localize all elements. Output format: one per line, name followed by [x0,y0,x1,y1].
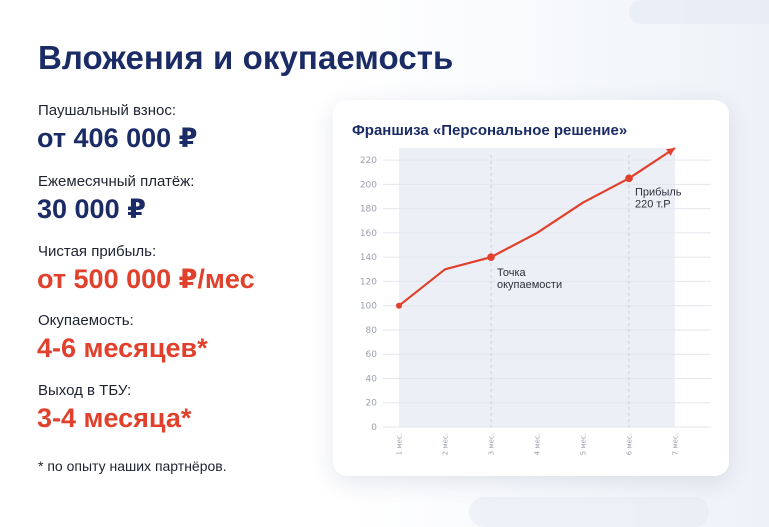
y-tick-label: 100 [360,302,377,312]
data-point-annotated [487,253,495,261]
decor-shape-top [629,0,769,24]
chart-title: Франшиза «Персональное решение» [352,122,628,139]
chart-card: Франшиза «Персональное решение» 0 20 40 60 8… [333,100,729,476]
x-tick-label: 7 мес. [672,433,680,455]
stat-label-net-profit: Чистая прибыль: [38,243,157,260]
stat-value-monthly-fee: 30 000 ₽ [37,194,146,224]
line-chart: 0 20 40 60 80 100 120 140 160 180 200 220 1 мес. 2 ме… [360,147,711,455]
y-tick-label: 140 [360,253,377,263]
data-point-annotated [625,174,633,183]
stat-label-lump-sum: Паушальный взнос: [38,102,176,119]
stat-value-net-profit: от 500 000 ₽/мес [37,264,255,294]
y-tick-label: 60 [366,350,378,360]
y-tick-label: 160 [360,229,377,239]
stat-label-break-even: Выход в ТБУ: [38,382,132,399]
annotation-label: Прибыль [635,186,682,198]
data-point-start [396,302,402,309]
x-tick-label: 1 мес. [396,433,404,455]
y-tick-label: 120 [360,277,377,287]
x-tick-label: 6 мес. [626,433,634,455]
page-title: Вложения и окупаемость [38,39,454,76]
annotation-label: окупаемости [497,279,562,291]
x-tick-label: 4 мес. [534,433,542,455]
footnote: * по опыту наших партнёров. [38,458,227,474]
x-tick-label: 5 мес. [580,433,588,455]
stat-label-monthly-fee: Ежемесячный платёж: [38,173,195,190]
y-tick-label: 200 [360,180,377,190]
annotation-label: Точка [497,267,527,279]
y-tick-label: 80 [366,326,378,336]
y-tick-label: 180 [360,205,377,215]
y-tick-label: 220 [360,156,377,166]
y-tick-label: 0 [371,423,377,433]
y-tick-label: 40 [366,374,378,384]
x-tick-label: 2 мес. [442,433,450,455]
annotation-label: 220 т.Р [635,198,671,210]
stat-value-lump-sum: от 406 000 ₽ [37,123,198,153]
x-tick-label: 3 мес. [488,433,496,455]
y-tick-label: 20 [366,399,378,409]
stat-value-break-even: 3-4 месяца* [37,403,192,433]
stat-value-payback: 4-6 месяцев* [37,333,208,363]
series-arrow-head [666,148,675,156]
stat-label-payback: Окупаемость: [38,312,134,329]
decor-shape-bottom [469,497,709,527]
